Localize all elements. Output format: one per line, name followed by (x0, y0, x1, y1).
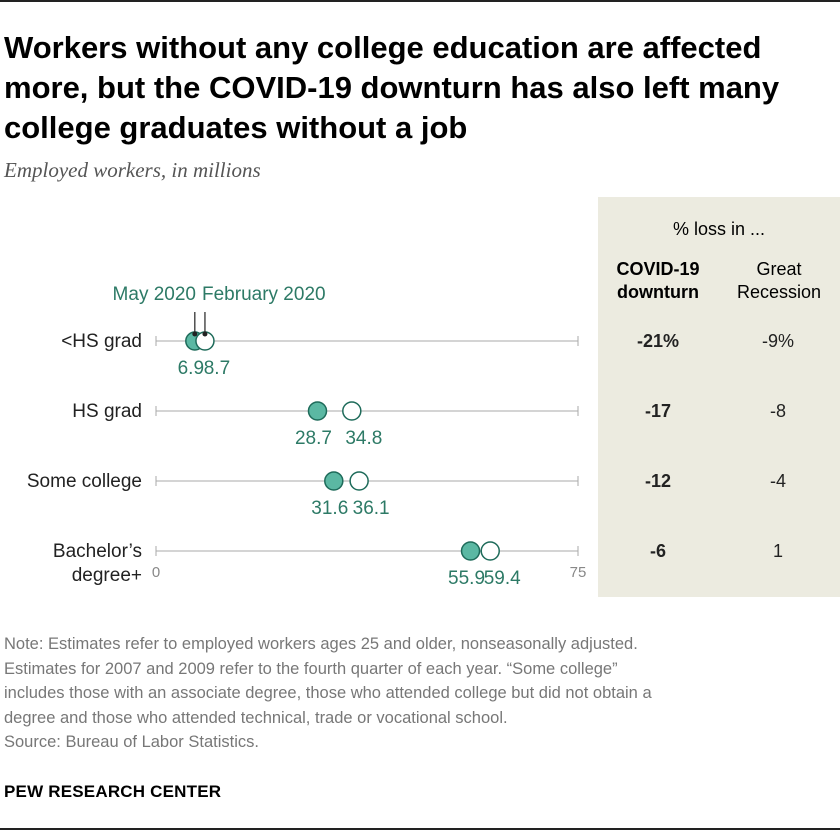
title-line-1: Workers without any college education ar… (4, 30, 762, 65)
dot-may-2020-bachelors (460, 541, 481, 561)
value-label-may-2020-hs: 28.7 (295, 428, 332, 449)
category-label-bachelors-line-1: Bachelor’s (53, 541, 142, 562)
column-header-covid-line-2: downturn (617, 282, 699, 302)
value-label-may-2020-bachelors: 55.9 (448, 568, 485, 589)
legend-pointer-may-2020 (192, 331, 198, 337)
column-header-covid-line-1: COVID-19 (616, 259, 700, 279)
dot-may-2020-hs (307, 401, 328, 421)
covid-loss-some-college: -12 (644, 471, 671, 491)
note-line: degree and those who attended technical,… (4, 708, 508, 727)
dot-may-2020-some-college (324, 471, 344, 491)
footnote: Note: Estimates refer to employed worker… (4, 632, 824, 755)
dot-plot: <HS grad 6.9 8.7 HS grad 28.7 34.8 Some colleg… (27, 284, 587, 589)
recession-loss-bachelors: 1 (772, 541, 783, 561)
category-label-hs-less: <HS grad (61, 331, 142, 352)
recession-loss-hs-less: -9% (761, 331, 794, 351)
legend-label-may-2020: May 2020 (113, 284, 196, 305)
category-label-bachelors-line-2: degree+ (72, 565, 142, 586)
note-line: Estimates for 2007 and 2009 refer to the… (4, 659, 618, 678)
value-label-feb-2020-hs: 34.8 (345, 428, 382, 449)
recession-loss-some-college: -4 (769, 471, 786, 491)
value-label-feb-2020-hs-less: 8.7 (204, 358, 230, 379)
column-header-recession-line-1: Great (756, 259, 802, 279)
category-label-hs: HS grad (72, 401, 142, 422)
value-label-feb-2020-some-college: 36.1 (353, 498, 390, 519)
loss-table-panel: % loss in ... COVID-19 downturn Great Re… (598, 197, 840, 597)
value-label-feb-2020-bachelors: 59.4 (484, 568, 521, 589)
dot-feb-2020-some-college (349, 471, 369, 491)
note-line: Note: Estimates refer to employed worker… (4, 635, 638, 653)
value-label-may-2020-some-college: 31.6 (311, 498, 348, 519)
top-rule (0, 0, 840, 2)
legend-pointer-feb-2020 (202, 331, 208, 337)
axis-label-max: 75 (570, 564, 587, 581)
dot-feb-2020-hs (342, 401, 362, 421)
bottom-rule (0, 828, 840, 830)
column-header-recession: Great Recession (718, 258, 840, 304)
table-header: % loss in ... (672, 219, 766, 239)
axis-label-min: 0 (152, 564, 160, 581)
chart-subtitle: Employed workers, in millions (4, 158, 261, 182)
recession-loss-hs: -8 (769, 401, 786, 421)
covid-loss-hs: -17 (644, 401, 671, 421)
brand-logo-text: PEW RESEARCH CENTER (4, 782, 222, 801)
dot-feb-2020-bachelors (480, 541, 500, 561)
value-label-may-2020-hs-less: 6.9 (178, 358, 204, 379)
source-line: Source: Bureau of Labor Statistics. (4, 733, 259, 751)
note-line: includes those with an associate degree,… (4, 684, 652, 702)
title-line-3: college graduates without a job (4, 110, 468, 145)
category-label-some-college: Some college (27, 471, 142, 492)
column-header-covid: COVID-19 downturn (598, 258, 718, 304)
legend-label-feb-2020: February 2020 (202, 284, 326, 305)
title-line-2: more, but the COVID-19 downturn has also… (4, 70, 780, 105)
column-header-recession-line-2: Recession (736, 282, 822, 302)
covid-loss-hs-less: -21% (636, 331, 680, 351)
covid-loss-bachelors: -6 (649, 541, 666, 561)
chart-title: Workers without any college education ar… (4, 28, 824, 148)
